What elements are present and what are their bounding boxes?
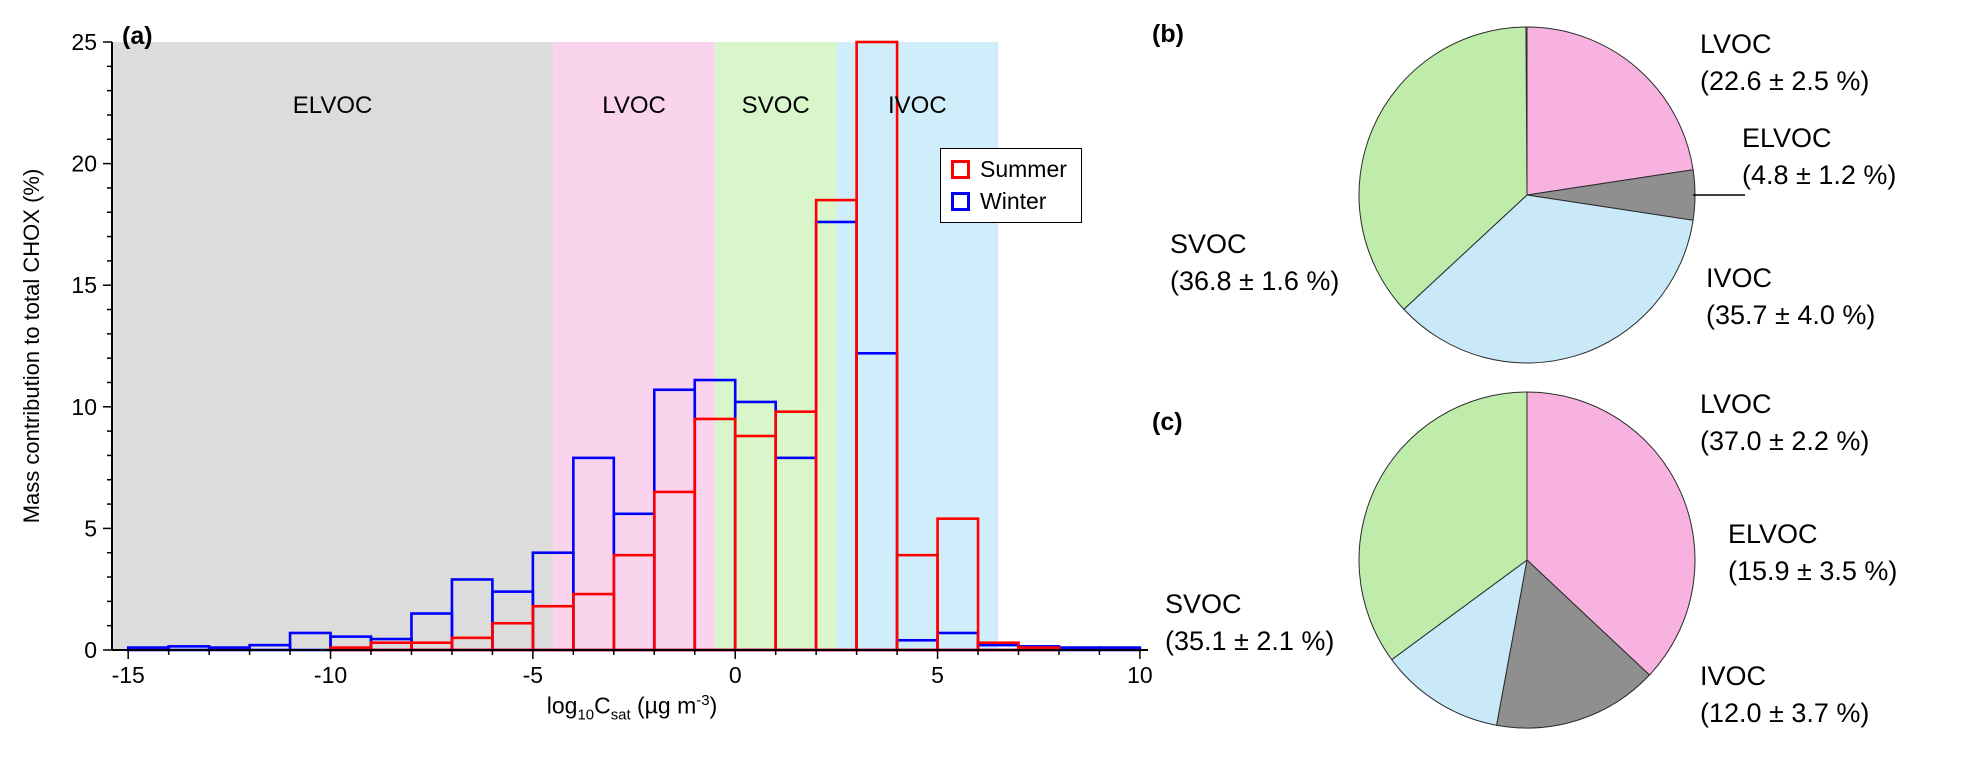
y-tick-label: 15	[71, 272, 97, 298]
x-axis-title-part: C	[594, 692, 611, 719]
volatility-region-lvoc	[553, 42, 715, 650]
y-tick-label: 10	[71, 394, 97, 420]
axes	[111, 42, 1148, 651]
volatility-region-ivoc	[836, 42, 999, 650]
x-axis-title-sub: 10	[577, 706, 595, 724]
y-axis-title: Mass contribution to total CHOX (%)	[19, 168, 44, 524]
y-tick-label: 25	[71, 29, 97, 55]
pie-slice-lvoc	[1526, 391, 1696, 676]
pie-slice-svoc	[1358, 26, 1528, 310]
pie-slice-value: (12.0 ± 3.7 %)	[1700, 698, 1870, 728]
x-axis-title-part: log	[546, 692, 578, 719]
pie-slice-value: (37.0 ± 2.2 %)	[1700, 426, 1870, 456]
pie-slice-svoc	[1358, 391, 1528, 661]
pie-b-label-ivoc: IVOC (35.7 ± 4.0 %)	[1706, 260, 1875, 334]
y-tick-label: 5	[84, 515, 97, 541]
pie-slice-value: (36.8 ± 1.6 %)	[1170, 266, 1340, 296]
pie-chart-b	[1358, 26, 1745, 364]
pie-slice-lvoc	[1526, 26, 1694, 196]
pie-b-label-svoc: SVOC (36.8 ± 1.6 %)	[1170, 226, 1339, 300]
region-label-svoc: SVOC	[741, 92, 810, 119]
x-axis-title-sup: -3	[696, 692, 710, 709]
pie-c-label-lvoc: LVOC (37.0 ± 2.2 %)	[1700, 386, 1869, 460]
pie-slice-name: ELVOC	[1728, 519, 1818, 549]
pie-c-label-elvoc: ELVOC (15.9 ± 3.5 %)	[1728, 516, 1897, 590]
pie-slice-value: (4.8 ± 1.2 %)	[1742, 160, 1897, 190]
pie-slice-ivoc	[1391, 558, 1528, 726]
x-tick-label: -15	[112, 662, 145, 688]
pie-slice-name: LVOC	[1700, 29, 1772, 59]
pie-b-label-lvoc: LVOC (22.6 ± 2.5 %)	[1700, 26, 1869, 100]
volatility-region-elvoc	[112, 42, 554, 650]
x-axis-title-part: (µg m	[630, 692, 697, 719]
pie-slice-ivoc	[1403, 194, 1694, 364]
pie-slice-value: (35.1 ± 2.1 %)	[1165, 626, 1335, 656]
pie-slice-name: IVOC	[1706, 263, 1773, 293]
legend-item-summer: Summer	[951, 156, 1067, 183]
legend-swatch-summer	[951, 160, 970, 179]
x-tick-label: -5	[523, 662, 543, 688]
pie-slice-name: SVOC	[1165, 589, 1242, 619]
region-label-ivoc: IVOC	[887, 92, 947, 119]
pie-slice-name: ELVOC	[1742, 123, 1832, 153]
x-tick-label: -10	[314, 662, 347, 688]
pie-c-label-svoc: SVOC (35.1 ± 2.1 %)	[1165, 586, 1334, 660]
pie-slice-name: LVOC	[1700, 389, 1772, 419]
pie-slice-value: (35.7 ± 4.0 %)	[1706, 300, 1876, 330]
pie-slice-value: (22.6 ± 2.5 %)	[1700, 66, 1870, 96]
panel-c-label: (c)	[1152, 408, 1183, 436]
region-label-lvoc: LVOC	[602, 92, 666, 119]
legend: Summer Winter	[940, 148, 1082, 223]
legend-item-winter: Winter	[951, 188, 1067, 215]
x-tick-label: 5	[931, 662, 944, 688]
pie-slice-elvoc	[1495, 559, 1651, 729]
pie-chart-c	[1358, 391, 1696, 729]
panel-a-label: (a)	[122, 22, 153, 50]
x-axis-title-sub: sat	[610, 706, 631, 724]
y-tick-label: 0	[84, 637, 97, 663]
y-tick-label: 20	[71, 151, 97, 177]
pie-slice-name: SVOC	[1170, 229, 1247, 259]
pie-slice-name: IVOC	[1700, 661, 1767, 691]
region-label-elvoc: ELVOC	[292, 92, 373, 119]
legend-swatch-winter	[951, 192, 970, 211]
legend-label-winter: Winter	[980, 188, 1047, 214]
histogram-plot: -15 -10 -5 0 5 10 0 5 10 15 20 25	[71, 29, 1153, 688]
x-axis-title-part: )	[709, 692, 718, 719]
ticks	[103, 41, 1141, 659]
panel-b-label: (b)	[1152, 20, 1184, 48]
legend-label-summer: Summer	[980, 156, 1067, 182]
x-axis-title: log10Csat (µg m-3)	[547, 692, 718, 723]
x-tick-label: 10	[1127, 662, 1153, 688]
pie-b-label-elvoc: ELVOC (4.8 ± 1.2 %)	[1742, 120, 1896, 194]
pie-slice-value: (15.9 ± 3.5 %)	[1728, 556, 1898, 586]
x-tick-label: 0	[729, 662, 742, 688]
pie-c-label-ivoc: IVOC (12.0 ± 3.7 %)	[1700, 658, 1869, 732]
